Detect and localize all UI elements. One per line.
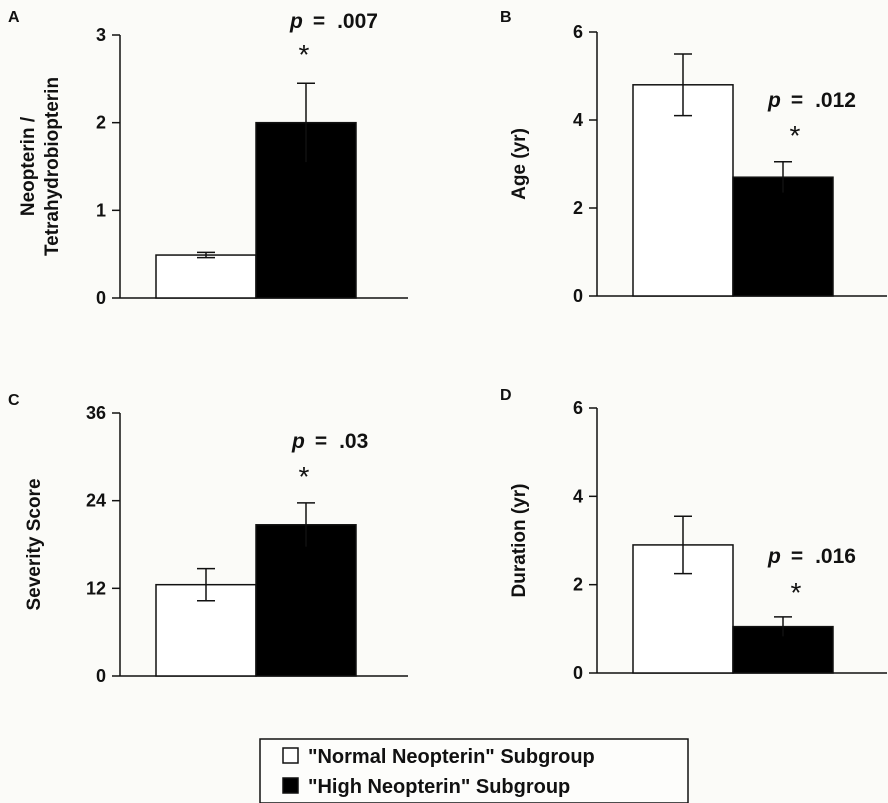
legend-box (259, 738, 689, 803)
y-tick-label: 4 (573, 110, 583, 130)
y-axis-label: Severity Score (24, 478, 45, 610)
significance-star: * (790, 120, 801, 151)
y-tick-label: 6 (573, 398, 583, 418)
significance-star: * (299, 461, 310, 492)
y-tick-label: 6 (573, 22, 583, 42)
p-value-annotation: p = .016 (767, 545, 856, 568)
y-tick-label: 1 (96, 200, 106, 220)
y-tick-label: 2 (573, 198, 583, 218)
p-value-annotation: p = .03 (291, 430, 368, 453)
y-tick-label: 2 (573, 575, 583, 595)
bar-high-neopterin (255, 524, 357, 677)
y-axis-label: Neopterin / Tetrahydrobiopterin (18, 77, 63, 256)
y-axis-label: Duration (yr) (509, 484, 530, 598)
legend-swatch (282, 747, 299, 764)
significance-star: * (791, 577, 802, 608)
panel-letter: B (500, 9, 512, 26)
y-tick-label: 0 (96, 288, 106, 308)
panel-c: C 0 12 24 36 Severity Score p = .03 * (8, 392, 408, 686)
panel-letter: C (8, 392, 20, 409)
panel-b: B 0 2 4 6 Age (yr) p = .012 * (500, 9, 887, 306)
y-tick-label: 36 (86, 403, 106, 423)
y-tick-label: 3 (96, 25, 106, 45)
panel-a: A 0 1 2 3 Neopterin / Tetrahydrobiopterin p = .00… (8, 9, 408, 308)
p-value-annotation: p = .012 (767, 89, 856, 112)
legend-swatch (282, 777, 299, 794)
bar-normal-neopterin (155, 254, 257, 299)
bar-high-neopterin (732, 176, 834, 297)
y-tick-label: 12 (86, 578, 106, 598)
bar-normal-neopterin (632, 84, 734, 297)
legend-label: "Normal Neopterin" Subgroup (308, 746, 595, 768)
panel-letter: A (8, 9, 20, 26)
y-tick-label: 24 (86, 491, 106, 511)
y-tick-label: 2 (96, 113, 106, 133)
p-value-annotation: p = .007 (289, 10, 378, 33)
panel-letter: D (500, 387, 512, 404)
y-tick-label: 0 (96, 666, 106, 686)
legend: "Normal Neopterin" Subgroup "High Neopter… (259, 738, 689, 803)
y-axis-label: Age (yr) (509, 128, 530, 200)
y-tick-label: 0 (573, 663, 583, 683)
significance-star: * (299, 39, 310, 70)
y-tick-label: 4 (573, 486, 583, 506)
legend-label: "High Neopterin" Subgroup (308, 776, 570, 798)
panel-d: D 0 2 4 6 Duration (yr) p = .016 * (500, 387, 887, 683)
y-tick-label: 0 (573, 286, 583, 306)
